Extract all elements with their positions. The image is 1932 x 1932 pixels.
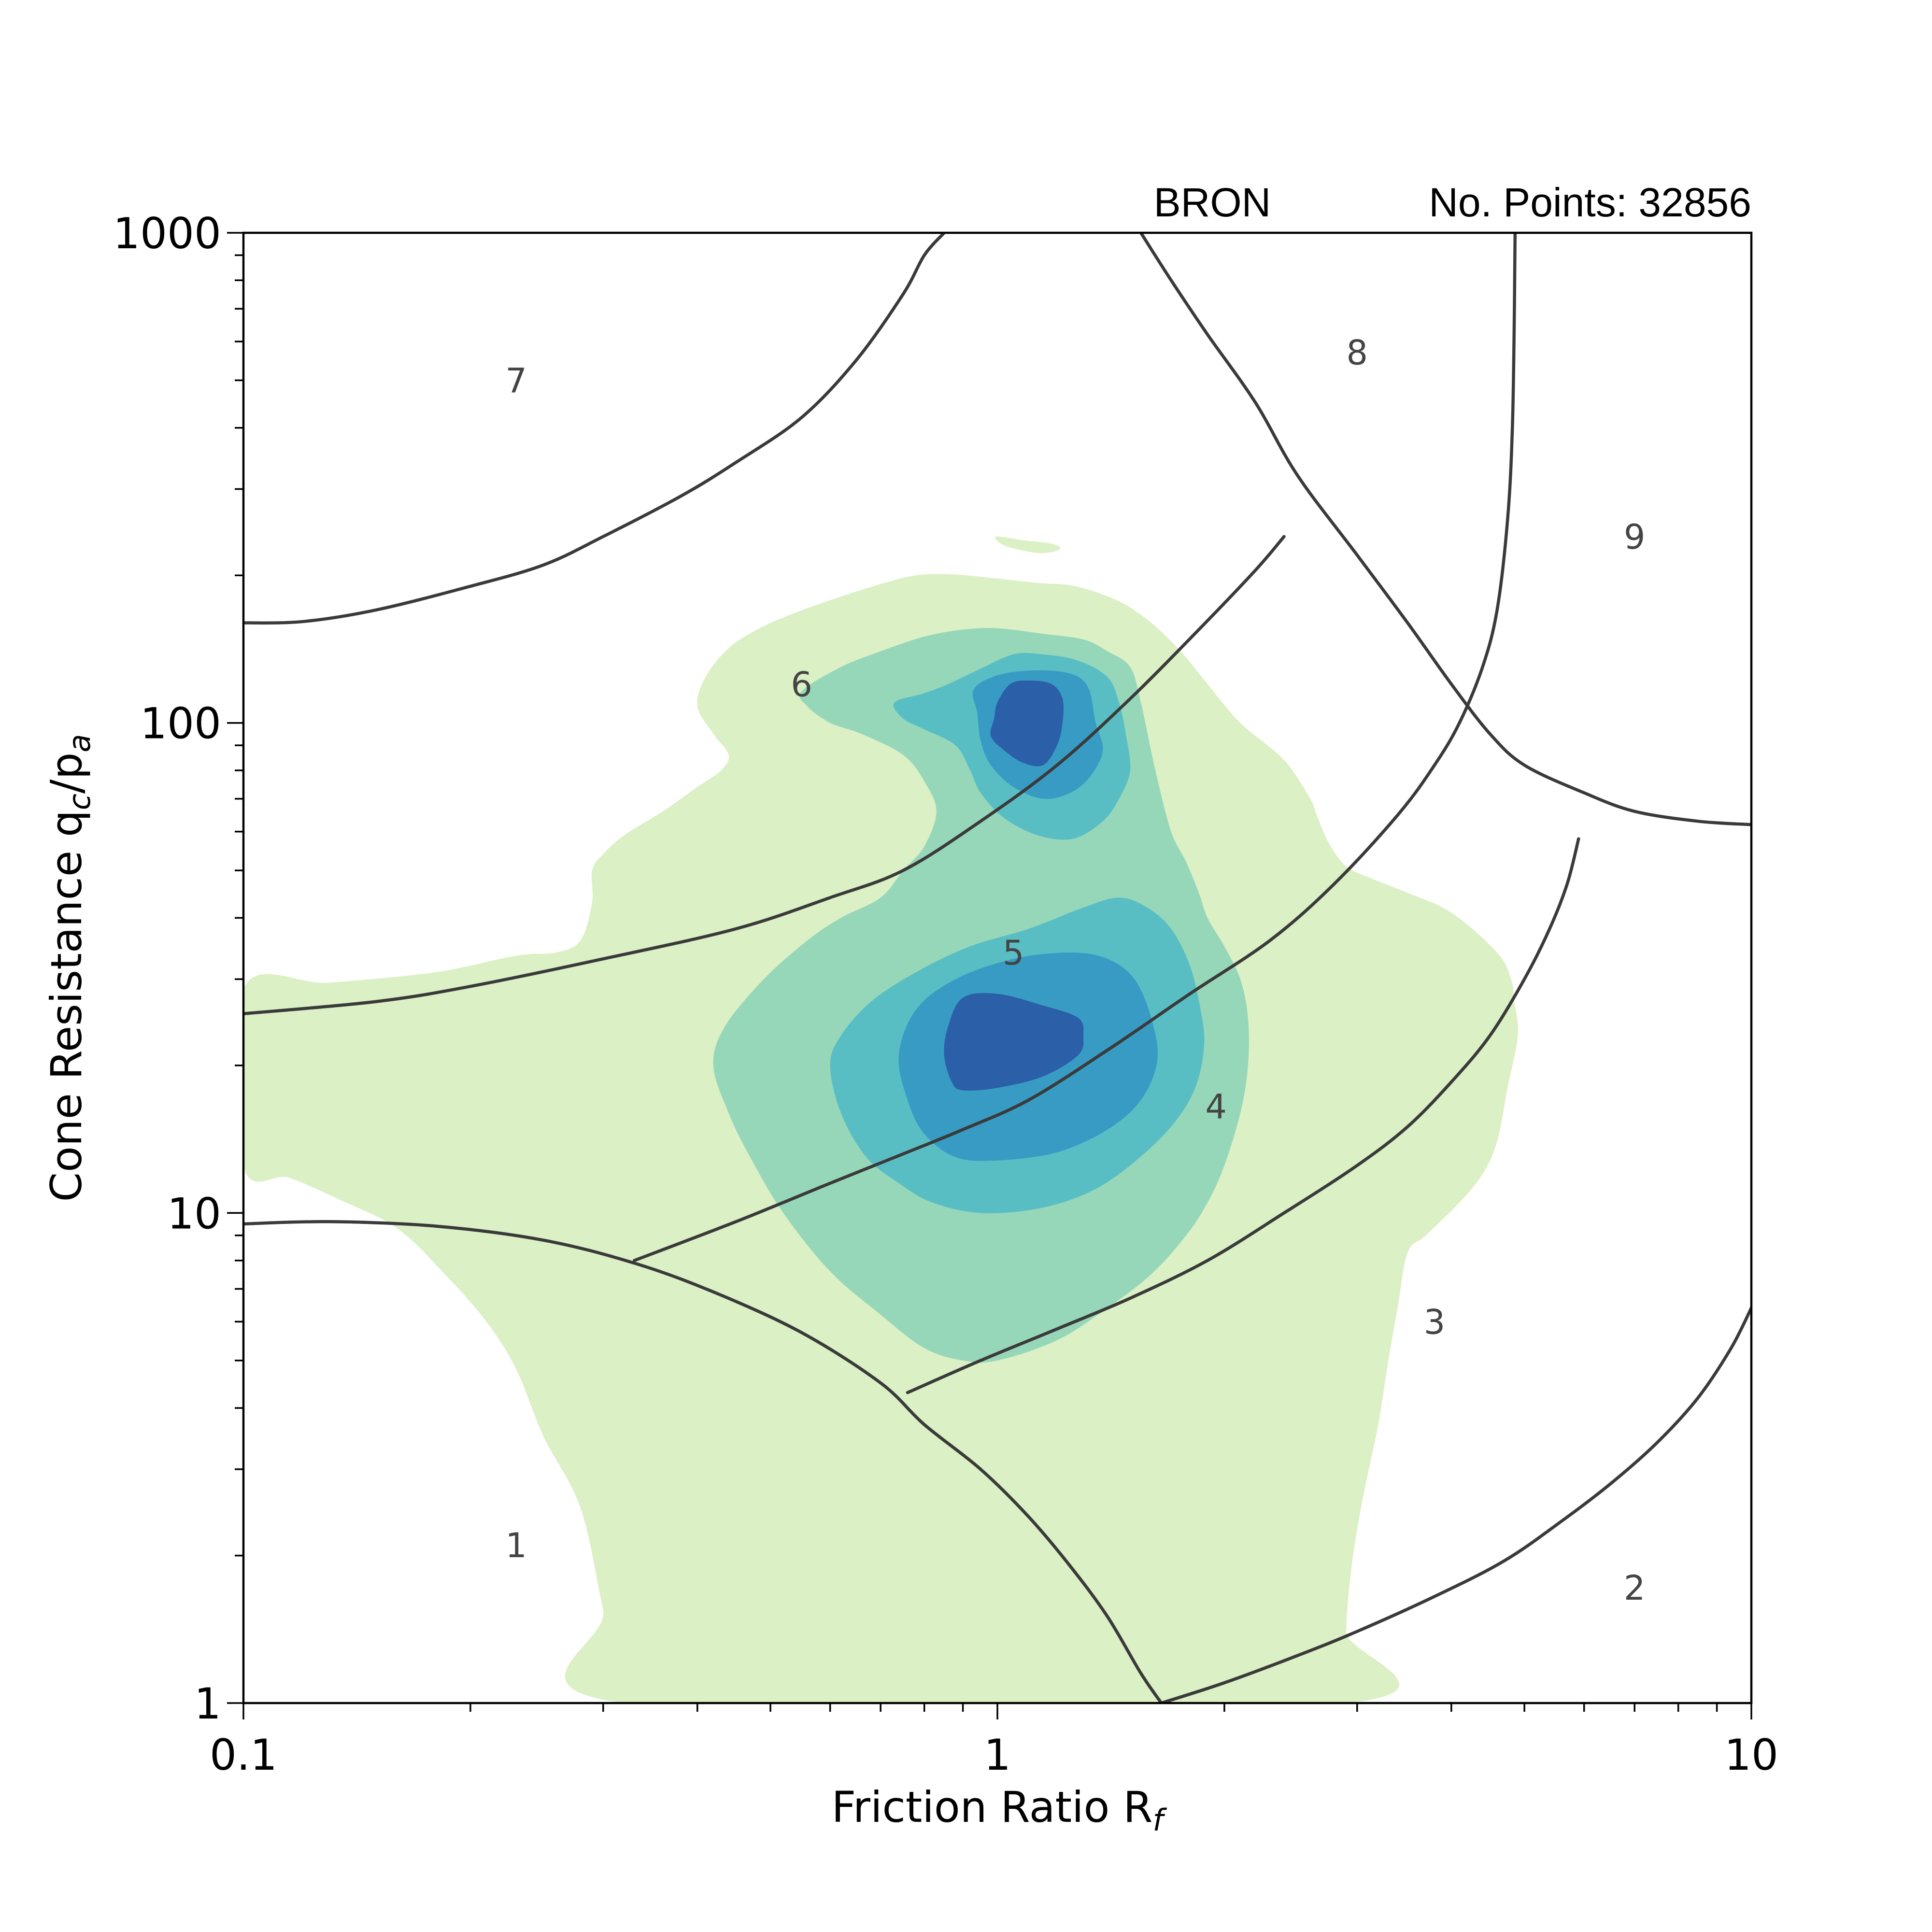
zone-boundary-b8 — [1139, 233, 1751, 826]
y-tick-label-10: 10 — [167, 1189, 221, 1238]
zone-boundaries — [243, 233, 1751, 1703]
y-axis-label-subscript-c: c — [62, 794, 97, 810]
zone-labels: 1 2 3 4 5 6 7 8 9 — [505, 333, 1645, 1608]
zone-label-6: 6 — [791, 665, 812, 704]
zone-label-4: 4 — [1205, 1087, 1227, 1127]
site-name-label: BRON — [1154, 180, 1271, 225]
zone-label-7: 7 — [505, 361, 527, 400]
y-axis-label-subscript-a: a — [62, 734, 97, 753]
density-contour-level-1-region-2 — [994, 536, 1061, 554]
zone-label-2: 2 — [1624, 1568, 1646, 1608]
y-axis-label: Cone Resistance qc/pa — [42, 734, 97, 1202]
y-tick-label-1000: 1000 — [113, 209, 221, 258]
x-tick-label-10: 10 — [1724, 1730, 1778, 1780]
density-contours — [243, 536, 1518, 1703]
y-axis-label-main: Cone Resistance q — [42, 810, 91, 1202]
zone-boundary-b7 — [243, 233, 946, 625]
x-axis-label-main: Friction Ratio R — [832, 1782, 1153, 1832]
zone-boundary-b5 — [633, 233, 1517, 1262]
zone-boundary-b3 — [1160, 1306, 1751, 1703]
points-count-label: No. Points: 32856 — [1429, 180, 1751, 225]
zone-label-8: 8 — [1347, 333, 1368, 373]
y-tick-label-100: 100 — [140, 699, 221, 749]
x-tick-label-0.1: 0.1 — [210, 1730, 277, 1780]
y-axis-label-mid: /p — [42, 753, 91, 794]
x-axis-label: Friction Ratio Rf — [832, 1782, 1167, 1838]
zone-label-5: 5 — [1003, 933, 1024, 973]
zone-label-3: 3 — [1424, 1302, 1446, 1342]
y-tick-label-1: 1 — [194, 1679, 221, 1729]
density-contour-level-5-region-1 — [990, 680, 1064, 767]
zone-boundary-b4 — [906, 837, 1580, 1394]
x-axis-label-subscript: f — [1152, 1803, 1167, 1838]
zone-boundary-b1 — [243, 1220, 1163, 1703]
density-contour-level-5-region-2 — [944, 993, 1084, 1091]
axis-ticks — [227, 232, 1752, 1719]
x-tick-label-1: 1 — [984, 1730, 1011, 1780]
zone-boundary-b6 — [243, 535, 1286, 1016]
zone-label-9: 9 — [1624, 517, 1646, 557]
zone-label-1: 1 — [505, 1526, 527, 1565]
